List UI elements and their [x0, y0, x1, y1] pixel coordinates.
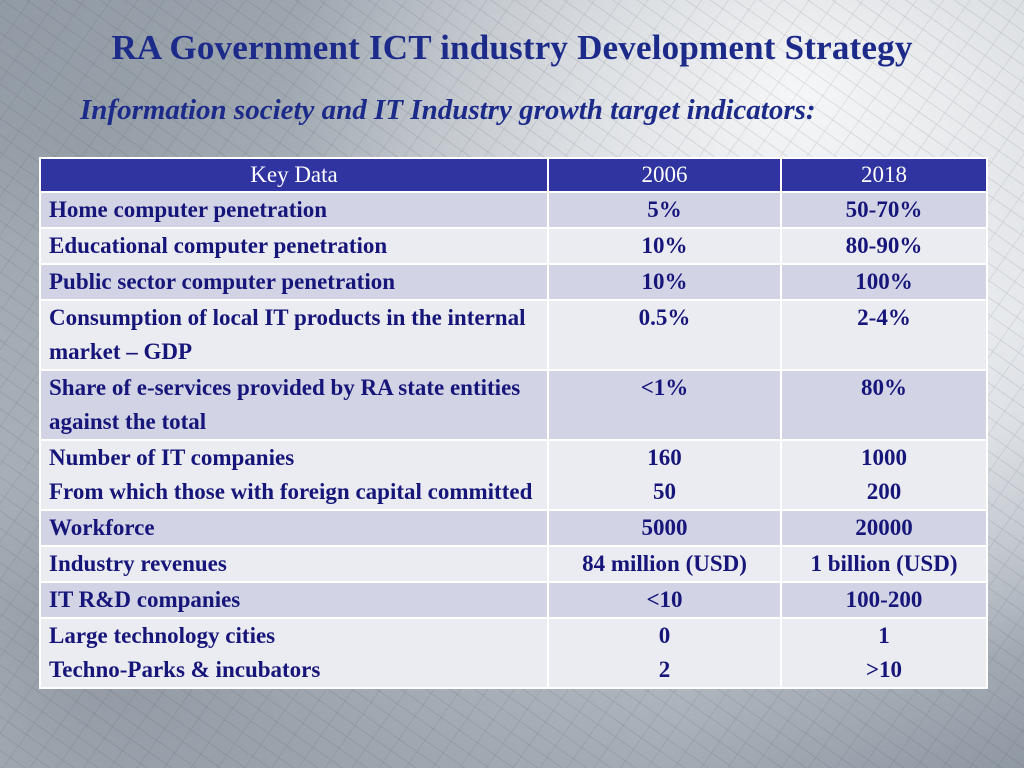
value-2006: 5% — [547, 191, 782, 229]
slide-subtitle: Information society and IT Industry grow… — [80, 94, 816, 126]
header-key-data: Key Data — [39, 157, 549, 193]
value-2018: 100-200 — [780, 581, 988, 619]
table-row: Workforce 5000 20000 — [39, 509, 988, 547]
value-2006: 10% — [547, 227, 782, 265]
row-label: Consumption of local IT products in the … — [39, 299, 549, 371]
row-label: IT R&D companies — [39, 581, 549, 619]
value-2006: 5000 — [547, 509, 782, 547]
table-row: Number of IT companies From which those … — [39, 439, 988, 511]
header-2006: 2006 — [547, 157, 782, 193]
value-2006: 10% — [547, 263, 782, 301]
value-2006: 0.5% — [547, 299, 782, 371]
table-row: Home computer penetration 5% 50-70% — [39, 191, 988, 229]
indicators-table: Key Data 2006 2018 Home computer penetra… — [39, 157, 988, 689]
table-header-row: Key Data 2006 2018 — [39, 157, 988, 193]
value-2018: 1 billion (USD) — [780, 545, 988, 583]
row-label: Home computer penetration — [39, 191, 549, 229]
row-label: Number of IT companies From which those … — [39, 439, 549, 511]
value-2006: <1% — [547, 369, 782, 441]
value-2018: 80-90% — [780, 227, 988, 265]
table-row: Educational computer penetration 10% 80-… — [39, 227, 988, 265]
value-2018: 20000 — [780, 509, 988, 547]
value-2018: 80% — [780, 369, 988, 441]
value-2006: <10 — [547, 581, 782, 619]
table-row: Consumption of local IT products in the … — [39, 299, 988, 371]
row-label: Educational computer penetration — [39, 227, 549, 265]
table-row: Large technology cities Techno-Parks & i… — [39, 617, 988, 689]
row-label: Large technology cities Techno-Parks & i… — [39, 617, 549, 689]
value-2018: 100% — [780, 263, 988, 301]
table-row: Industry revenues 84 million (USD) 1 bil… — [39, 545, 988, 583]
header-2018: 2018 — [780, 157, 988, 193]
value-2018: 1 >10 — [780, 617, 988, 689]
value-2018: 50-70% — [780, 191, 988, 229]
table-row: Public sector computer penetration 10% 1… — [39, 263, 988, 301]
row-label: Share of e-services provided by RA state… — [39, 369, 549, 441]
value-2018: 1000 200 — [780, 439, 988, 511]
value-2006: 160 50 — [547, 439, 782, 511]
row-label: Industry revenues — [39, 545, 549, 583]
value-2006: 0 2 — [547, 617, 782, 689]
row-label: Workforce — [39, 509, 549, 547]
table-row: IT R&D companies <10 100-200 — [39, 581, 988, 619]
value-2006: 84 million (USD) — [547, 545, 782, 583]
value-2018: 2-4% — [780, 299, 988, 371]
row-label: Public sector computer penetration — [39, 263, 549, 301]
table-row: Share of e-services provided by RA state… — [39, 369, 988, 441]
slide-title: RA Government ICT industry Development S… — [111, 28, 913, 67]
